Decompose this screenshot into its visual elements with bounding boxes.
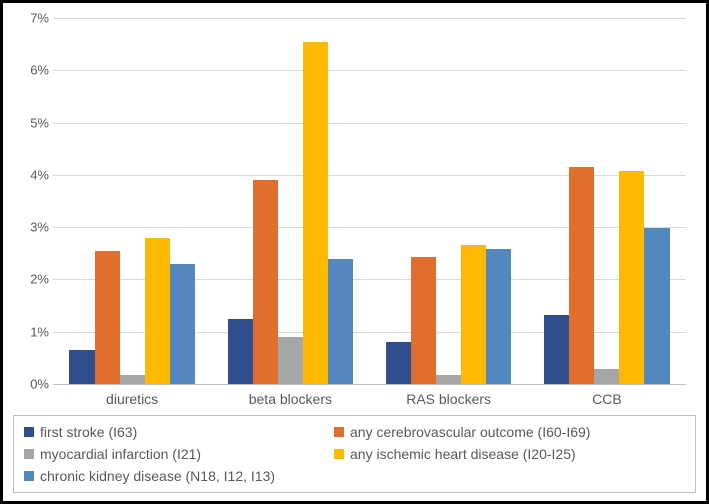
gridline — [53, 384, 686, 385]
legend-label: first stroke (I63) — [40, 424, 137, 440]
bar — [170, 264, 195, 384]
chart-frame: 0% 1% 2% 3% 4% 5% 6% 7% diuretics beta blockers R… — [0, 0, 709, 504]
legend-swatch — [24, 449, 34, 459]
bar — [303, 42, 328, 384]
legend-item: any ischemic heart disease (I20-I25) — [334, 446, 624, 462]
legend-label: chronic kidney disease (N18, I12, I13) — [40, 468, 275, 484]
x-category-label: diuretics — [106, 391, 158, 407]
bar — [594, 369, 619, 384]
legend-label: myocardial infarction (I21) — [40, 446, 201, 462]
legend-swatch — [24, 427, 34, 437]
legend-swatch — [24, 471, 34, 481]
legend-swatch — [334, 449, 344, 459]
bar — [228, 319, 253, 384]
y-tick-label: 2% — [13, 272, 49, 287]
grid-region — [53, 18, 686, 384]
x-category-label: beta blockers — [249, 391, 332, 407]
legend: first stroke (I63) any cerebrovascular ou… — [13, 415, 696, 493]
y-tick-label: 1% — [13, 324, 49, 339]
legend-item: chronic kidney disease (N18, I12, I13) — [24, 468, 314, 484]
gridline — [53, 123, 686, 124]
y-tick-label: 5% — [13, 115, 49, 130]
bar — [145, 238, 170, 384]
bar — [461, 245, 486, 384]
plot-area: 0% 1% 2% 3% 4% 5% 6% 7% diuretics beta blockers R… — [13, 13, 696, 409]
bar — [69, 350, 94, 384]
legend-item: any cerebrovascular outcome (I60-I69) — [334, 424, 624, 440]
bar — [253, 180, 278, 384]
legend-item: myocardial infarction (I21) — [24, 446, 314, 462]
bar — [619, 171, 644, 384]
gridline — [53, 18, 686, 19]
x-category-label: CCB — [592, 391, 622, 407]
y-tick-label: 4% — [13, 167, 49, 182]
y-tick-label: 6% — [13, 63, 49, 78]
legend-label: any cerebrovascular outcome (I60-I69) — [350, 424, 590, 440]
bar — [411, 257, 436, 384]
y-tick-label: 3% — [13, 220, 49, 235]
bar — [486, 249, 511, 384]
legend-swatch — [334, 427, 344, 437]
y-tick-label: 0% — [13, 377, 49, 392]
y-tick-label: 7% — [13, 11, 49, 26]
bar — [569, 167, 594, 384]
legend-item: first stroke (I63) — [24, 424, 314, 440]
bar — [328, 259, 353, 384]
bar — [95, 251, 120, 384]
bar — [436, 375, 461, 384]
legend-label: any ischemic heart disease (I20-I25) — [350, 446, 576, 462]
x-category-label: RAS blockers — [406, 391, 491, 407]
bar — [544, 315, 569, 384]
gridline — [53, 70, 686, 71]
bar — [278, 337, 303, 384]
bar — [120, 375, 145, 384]
bar — [644, 228, 669, 384]
bar — [386, 342, 411, 384]
